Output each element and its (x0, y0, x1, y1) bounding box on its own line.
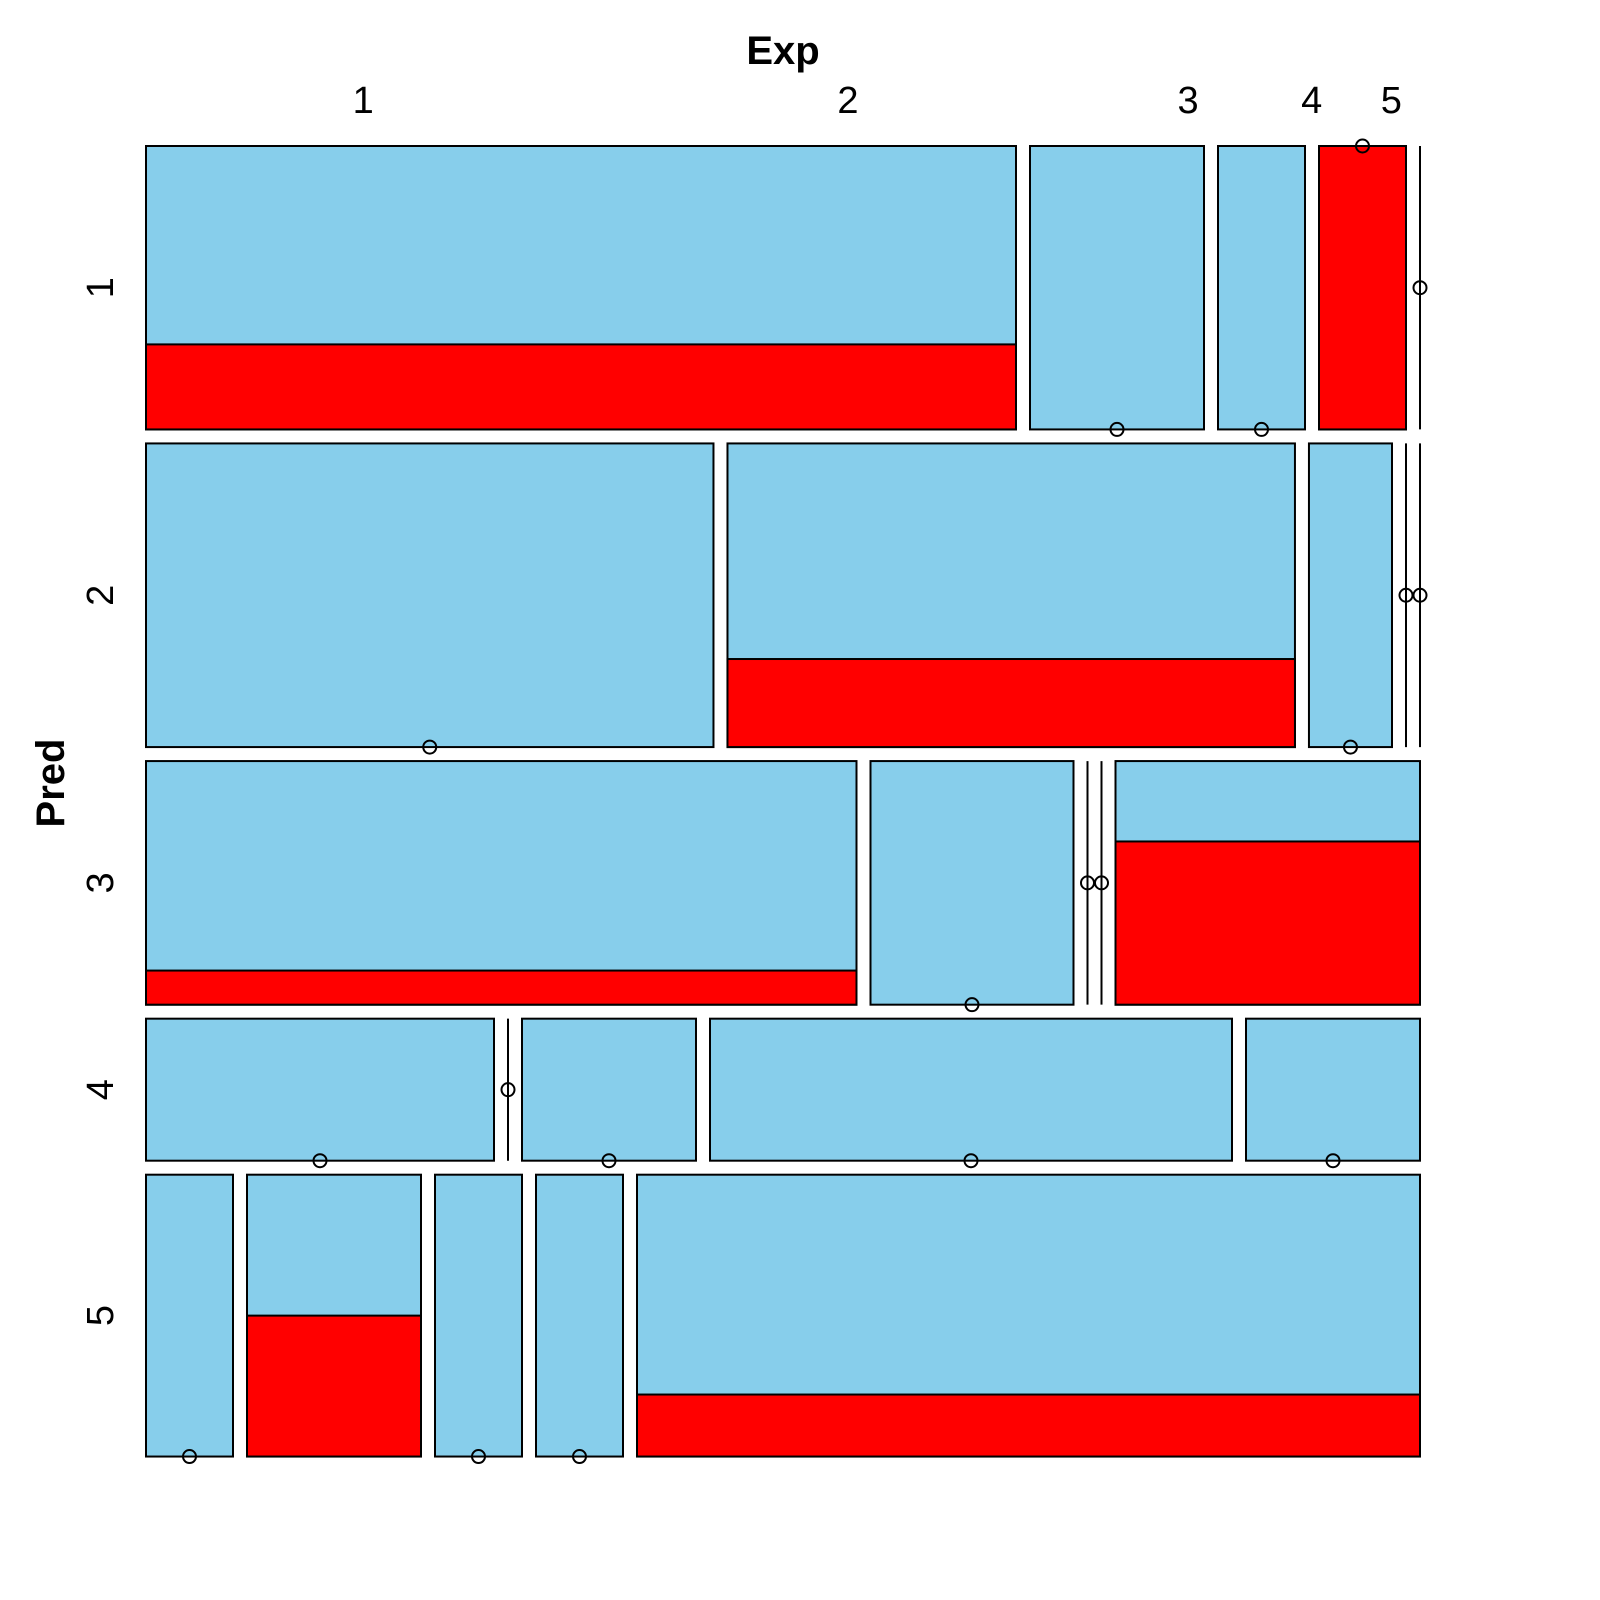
marker-r1-c3 (1254, 421, 1269, 437)
tile-r2-c1 (145, 442, 715, 749)
tile-r5-c1 (145, 1173, 234, 1458)
tile-part-r3-c5 (1114, 840, 1421, 1006)
tile-r4-c3 (521, 1017, 697, 1162)
row-label-1: 1 (80, 277, 122, 298)
marker-r5-c1 (182, 1449, 197, 1465)
tile-part-r2-c2 (726, 658, 1296, 749)
tile-r4-c5 (1245, 1017, 1421, 1162)
col-label-5: 5 (1381, 80, 1402, 122)
marker-r5-c4 (572, 1449, 587, 1465)
tile-part-r1-c4 (1318, 145, 1407, 431)
zero-cell-markers (182, 138, 1428, 1465)
marker-r4-c1 (312, 1153, 328, 1169)
tile-part-r5-c5 (636, 1393, 1421, 1458)
row-tick-labels: 1 2 3 4 5 (80, 277, 122, 1326)
tile-part-r3-c1 (145, 969, 858, 1006)
marker-r1-c5 (1412, 280, 1428, 296)
marker-r3-c2 (964, 997, 980, 1013)
marker-r3-c4 (1094, 875, 1109, 891)
tile-r1-c2 (1029, 145, 1205, 431)
marker-r4-c5 (1325, 1153, 1341, 1169)
tile-part-r5-c2 (246, 1314, 422, 1458)
tile-r2-c3 (1307, 442, 1394, 749)
tile-r1-c3 (1217, 145, 1306, 431)
row-label-3: 3 (80, 872, 122, 893)
tile-r3-c2 (869, 760, 1075, 1006)
marker-r5-c3 (471, 1449, 486, 1465)
marker-r2-c3 (1342, 739, 1358, 755)
tile-r5-c4 (535, 1173, 624, 1458)
y-axis-title: Pred (29, 739, 73, 828)
tile-r5-c3 (434, 1173, 523, 1458)
col-label-4: 4 (1301, 80, 1322, 122)
tile-r4-c1 (145, 1017, 495, 1162)
marker-r2-c1 (422, 739, 438, 755)
marker-r4-c4 (963, 1153, 979, 1169)
marker-r2-c5 (1412, 587, 1428, 603)
marker-r1-c4 (1355, 138, 1370, 154)
row-label-4: 4 (80, 1079, 122, 1100)
x-axis-title: Exp (746, 29, 819, 73)
marker-r1-c2 (1109, 421, 1125, 437)
col-label-2: 2 (837, 80, 858, 122)
row-label-5: 5 (80, 1305, 122, 1326)
row-label-2: 2 (80, 585, 122, 606)
mosaic-tiles (145, 145, 1421, 1458)
marker-r4-c3 (601, 1153, 617, 1169)
column-tick-labels: 1 2 3 4 5 (353, 80, 1402, 122)
col-label-1: 1 (353, 80, 374, 122)
marker-r4-c2 (500, 1082, 516, 1098)
col-label-3: 3 (1178, 80, 1199, 122)
tile-r3-c1 (145, 760, 858, 1006)
tile-part-r1-c1 (145, 343, 1017, 431)
tile-r4-c4 (709, 1017, 1233, 1162)
